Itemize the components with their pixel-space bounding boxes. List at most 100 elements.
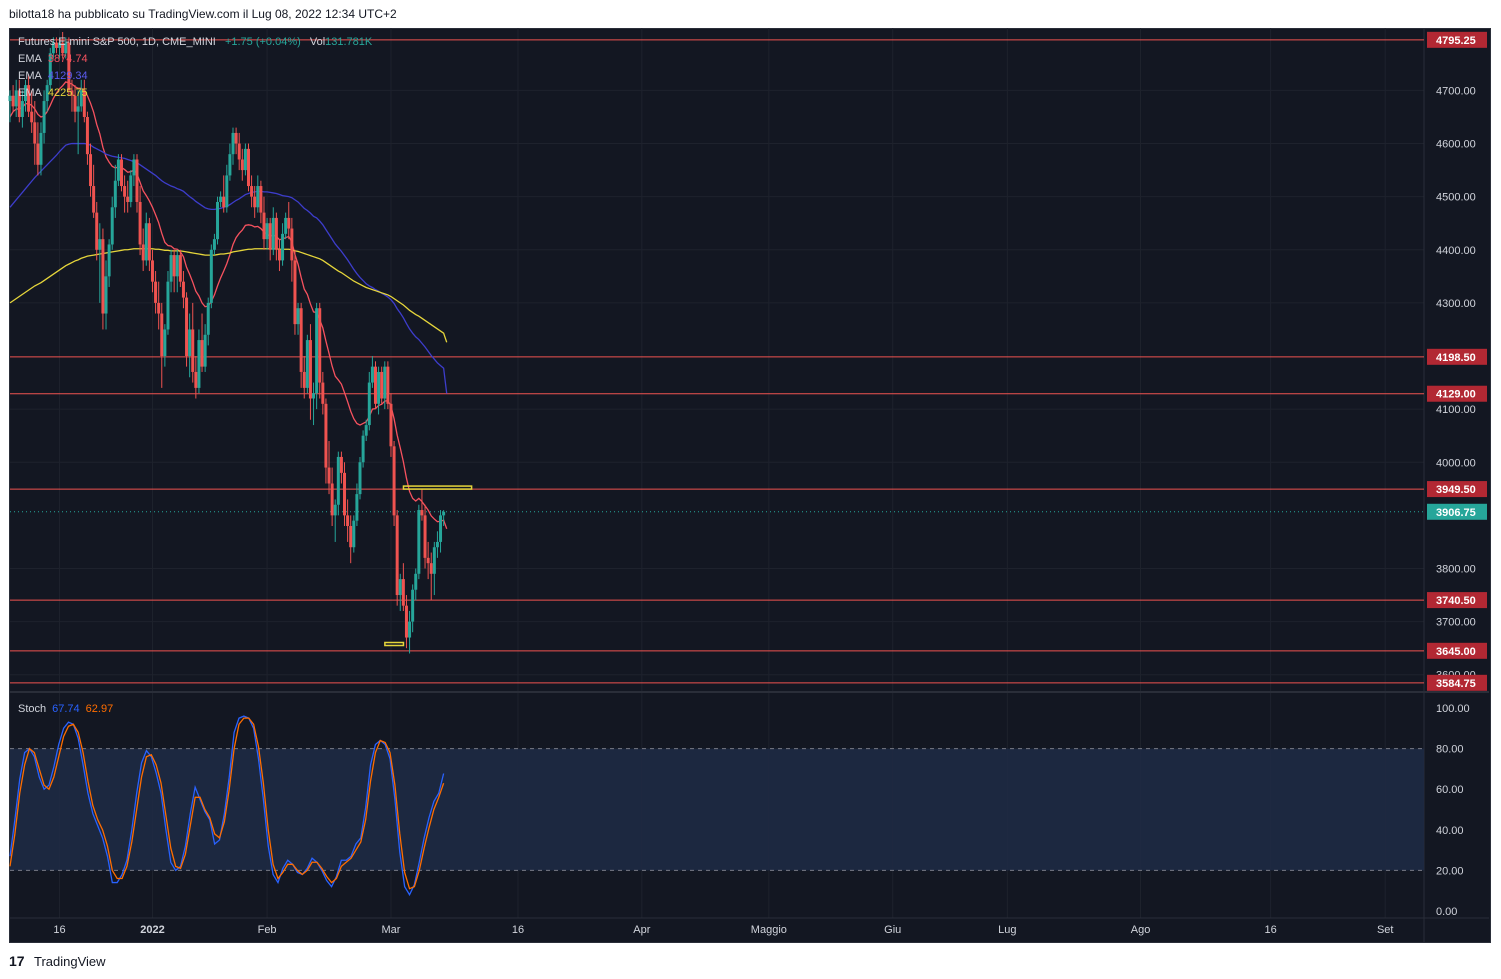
tradingview-logo: 17 — [9, 953, 25, 969]
level-label-box-5 — [1427, 642, 1487, 659]
candle-body — [361, 435, 365, 463]
candle-body — [429, 563, 433, 574]
candle-body — [237, 143, 241, 160]
candle-body — [404, 605, 408, 638]
level-label-box-6 — [1427, 674, 1487, 691]
stoch-d-line — [9, 717, 445, 890]
candle-body — [290, 228, 294, 261]
time-tick-label: 16 — [512, 924, 524, 936]
support-highlight — [384, 641, 405, 647]
candle-body — [203, 334, 207, 367]
candle-body — [82, 90, 86, 117]
stoch-tick-label: 80.00 — [1436, 744, 1464, 756]
candle-body — [305, 340, 309, 388]
price-tick-label: 4600.00 — [1436, 139, 1476, 151]
candle-body — [333, 504, 337, 516]
candle-body — [147, 223, 151, 261]
publisher-line: bilotta18 ha pubblicato su TradingView.c… — [9, 7, 397, 21]
candle-body — [315, 308, 319, 394]
candle-body — [8, 95, 12, 102]
candle-body — [113, 180, 117, 208]
stoch-tick-label: 20.00 — [1436, 865, 1464, 877]
candle-body — [408, 621, 412, 638]
candle-body — [256, 186, 260, 208]
candle-body — [212, 239, 216, 250]
stoch-band — [10, 748, 1424, 871]
candle-body — [157, 302, 161, 314]
candle-body — [432, 547, 436, 574]
candle-body — [120, 159, 124, 187]
candle-body — [172, 255, 176, 277]
candle-body — [346, 515, 350, 526]
candle-body — [355, 494, 359, 521]
candle-body — [110, 207, 114, 245]
candle-body — [30, 111, 34, 123]
candle-body — [92, 186, 96, 213]
candle-body — [169, 255, 173, 282]
candle-body — [414, 573, 418, 590]
level-label-2: 4129.00 — [1436, 389, 1476, 401]
level-label-box-0 — [1427, 31, 1487, 48]
time-tick-label: Mar — [381, 924, 400, 936]
candle-body — [324, 403, 328, 468]
stoch-tick-label: 60.00 — [1436, 784, 1464, 796]
resistance-highlight — [402, 485, 473, 490]
ema-line-3 — [9, 248, 448, 343]
candle-body — [160, 313, 164, 357]
candle-body — [191, 329, 195, 372]
candle-body — [101, 239, 105, 314]
candle-body — [132, 159, 136, 176]
candle-body — [343, 472, 347, 516]
level-label-4: 3740.50 — [1436, 595, 1476, 607]
level-label-box-2 — [1427, 385, 1487, 402]
candle-body — [27, 85, 31, 112]
candle-body — [349, 525, 353, 548]
candle-body — [58, 42, 62, 48]
current-price-label: 3906.75 — [1436, 507, 1476, 519]
candle-body — [240, 159, 244, 171]
candle-body — [194, 371, 198, 388]
candle-body — [95, 212, 99, 250]
stoch-k-value: 67.74 — [52, 703, 80, 715]
candle-body — [274, 217, 278, 250]
price-tick-label: 4400.00 — [1436, 245, 1476, 257]
candle-body — [36, 143, 40, 165]
candle-body — [253, 196, 257, 208]
candle-body — [163, 329, 167, 357]
candles — [8, 32, 446, 654]
candle-body — [389, 403, 393, 447]
price-tick-label: 4500.00 — [1436, 192, 1476, 204]
level-label-1: 4198.50 — [1436, 352, 1476, 364]
stoch-d-value: 62.97 — [85, 703, 114, 715]
candle-body — [17, 90, 21, 117]
candle-body — [442, 511, 446, 516]
price-tick-label: 4100.00 — [1436, 404, 1476, 416]
candle-body — [23, 85, 27, 102]
symbol-title: Futures E-mini S&P 500, 1D, CME_MINI — [18, 36, 216, 48]
candle-body — [302, 371, 306, 388]
ema2-value: 4129.34 — [47, 70, 88, 82]
candle-body — [185, 297, 189, 357]
candle-body — [67, 42, 71, 91]
candle-body — [277, 249, 281, 261]
candle-body — [336, 456, 340, 505]
candle-body — [250, 186, 254, 197]
candle-body — [150, 260, 154, 282]
price-tick-label: 4000.00 — [1436, 457, 1476, 469]
candle-body — [197, 340, 201, 388]
candle-body — [154, 281, 158, 303]
candle-body — [73, 95, 77, 112]
candle-body — [398, 579, 402, 596]
ema-line-1 — [9, 81, 448, 530]
candle-body — [48, 53, 52, 86]
volume-value: 131.781K — [325, 36, 373, 48]
candle-body — [327, 467, 331, 484]
candle-body — [188, 329, 192, 357]
candle-body — [312, 393, 316, 399]
price-change: +1.75 (+0.04%) — [224, 36, 301, 48]
time-tick-label: Lug — [998, 924, 1016, 936]
ema-line-2 — [9, 142, 448, 394]
ema3-value: 4225.75 — [47, 87, 88, 99]
time-tick-label: Feb — [258, 924, 277, 936]
